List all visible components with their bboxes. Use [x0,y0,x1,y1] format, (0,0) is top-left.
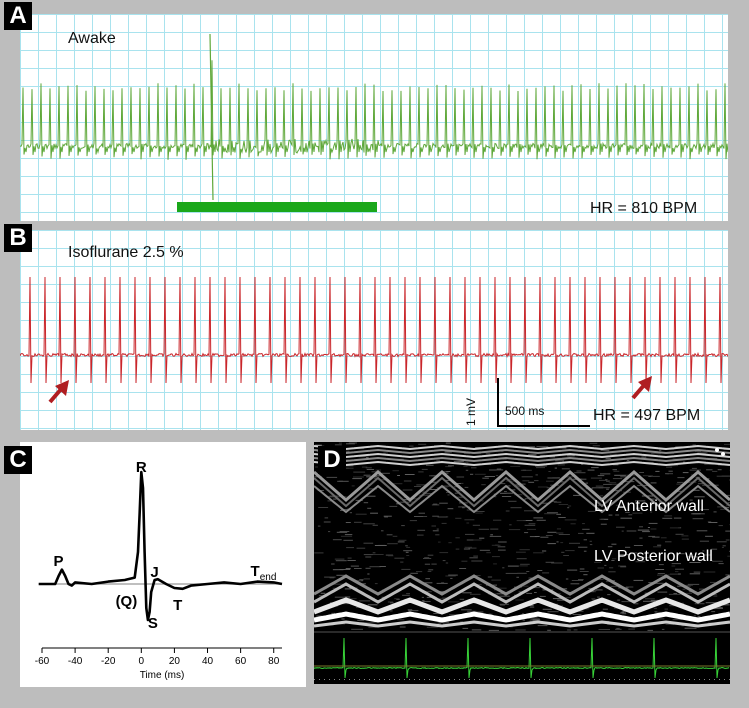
x-tick-label: 60 [235,656,247,667]
scale-bar-time-label: 500 ms [505,404,545,418]
wave-label-q: (Q) [116,593,138,610]
wave-label-j: J [150,564,158,581]
x-tick-label: 40 [202,656,214,667]
echo-ecg-line [314,637,730,679]
awake-ecg-line [20,60,728,160]
qrs-average-chart: -60 -40 -20 0 20 40 60 80 Time (ms) P R J (Q) ST Tend [35,459,283,681]
ecg-trace-awake [20,33,728,212]
wave-label-tend: Tend [251,563,277,583]
x-tick-label: 0 [139,656,145,667]
m-mode-echo-image [314,442,730,680]
panel-letter-d: D [318,446,346,474]
lv-posterior-wall-label: LV Posterior wall [594,548,713,565]
arrow-icon [631,376,652,400]
scale-bar [497,378,590,427]
activity-bar [177,202,377,212]
x-tick-label: 20 [169,656,181,667]
isoflurane-ecg-line [20,276,728,384]
heart-rate-isoflurane: HR = 497 BPM [593,407,701,424]
heart-rate-awake: HR = 810 BPM [590,200,698,217]
wave-label-t: T [173,597,182,614]
panel-letter-a: A [4,2,32,30]
x-tick-label: -20 [101,656,116,667]
x-tick-label: -60 [35,656,50,667]
averaged-qrs-line [38,470,283,622]
panel-c: -60 -40 -20 0 20 40 60 80 Time (ms) P R J (Q) S T Tend [20,442,306,687]
wave-label-r: R [136,459,147,476]
panel-a: Awake HR = 810 BPM [20,14,728,221]
x-tick-label: 80 [268,656,280,667]
scale-bar-voltage-label: 1 mV [464,397,478,426]
probe-icon [715,448,719,452]
panel-d: LV Anterior wall LV Posterior wall [314,442,730,684]
condition-label-awake: Awake [68,30,116,47]
arrow-icon [48,380,69,404]
condition-label-isoflurane: Isoflurane 2.5 % [68,244,184,261]
wave-label-p: P [54,553,64,570]
wave-label-s: S [148,615,158,632]
x-tick-label: -40 [68,656,83,667]
lv-anterior-wall-label: LV Anterior wall [594,498,704,515]
panel-letter-b: B [4,224,32,252]
x-axis-label: Time (ms) [140,670,185,681]
panel-letter-c: C [4,446,32,474]
panel-b: Isoflurane 2.5 % HR = 497 BPM 500 ms 1 m… [20,230,728,430]
artifact-spike [209,33,214,201]
ecg-trace-isoflurane [20,276,728,427]
